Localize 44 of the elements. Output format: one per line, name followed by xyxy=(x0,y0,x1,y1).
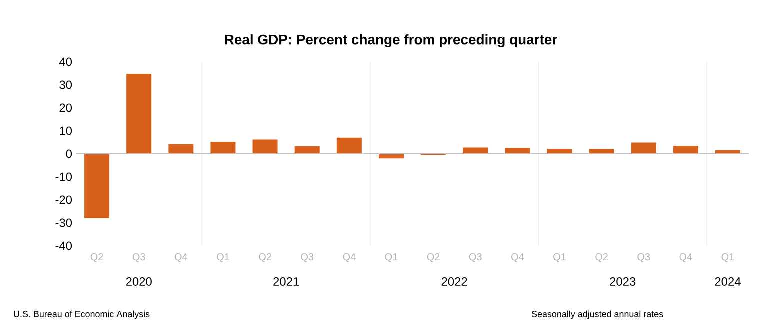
x-tick-label: Q2 xyxy=(259,254,272,262)
y-tick-label: 30 xyxy=(60,80,72,90)
x-tick-label: Q4 xyxy=(343,254,356,262)
y-tick-label: -20 xyxy=(56,196,72,204)
x-tick-label: Q4 xyxy=(680,254,692,262)
bar xyxy=(673,146,698,154)
y-tick-label: 10 xyxy=(60,126,72,136)
bar xyxy=(294,146,320,154)
bar xyxy=(631,142,656,154)
x-tick-label: Q4 xyxy=(174,254,188,262)
bar xyxy=(126,74,152,154)
x-tick-label: Q2 xyxy=(90,254,104,262)
y-tick-label: -10 xyxy=(56,172,72,182)
text: 2023 xyxy=(610,278,636,286)
text: 2024 xyxy=(715,278,741,286)
text: U.S. Bureau of Economic Analysis xyxy=(14,310,150,320)
x-tick-label: Q3 xyxy=(132,254,146,262)
text: 2020 xyxy=(126,278,152,286)
x-tick-label: Q2 xyxy=(596,254,608,262)
y-tick-label: -30 xyxy=(56,218,72,228)
x-tick-label: Q3 xyxy=(469,254,482,262)
text: Seasonally adjusted annual rates xyxy=(532,310,664,320)
x-tick-label: Q3 xyxy=(301,254,314,262)
y-tick-label: -40 xyxy=(56,242,72,250)
x-tick-label: Q1 xyxy=(385,254,398,262)
x-tick-label: Q4 xyxy=(511,254,524,262)
y-tick-label: 40 xyxy=(59,58,72,66)
x-tick-label: Q3 xyxy=(638,254,650,262)
x-tick-label: Q1 xyxy=(554,254,566,262)
bar xyxy=(252,140,278,154)
y-tick-label: 20 xyxy=(60,104,72,112)
bar xyxy=(210,142,236,154)
chart-title: Real GDP: Percent change from preceding quarter xyxy=(225,34,558,48)
bar xyxy=(168,144,194,154)
bar xyxy=(84,154,110,218)
x-tick-label: Q1 xyxy=(722,254,734,262)
text: 2022 xyxy=(442,278,468,286)
text: 2021 xyxy=(274,278,300,286)
x-tick-label: Q1 xyxy=(217,254,230,262)
x-tick-label: Q2 xyxy=(427,254,440,262)
bar xyxy=(505,148,530,154)
bar xyxy=(336,138,362,154)
y-tick-label: 0 xyxy=(66,150,72,158)
bar xyxy=(589,149,614,154)
